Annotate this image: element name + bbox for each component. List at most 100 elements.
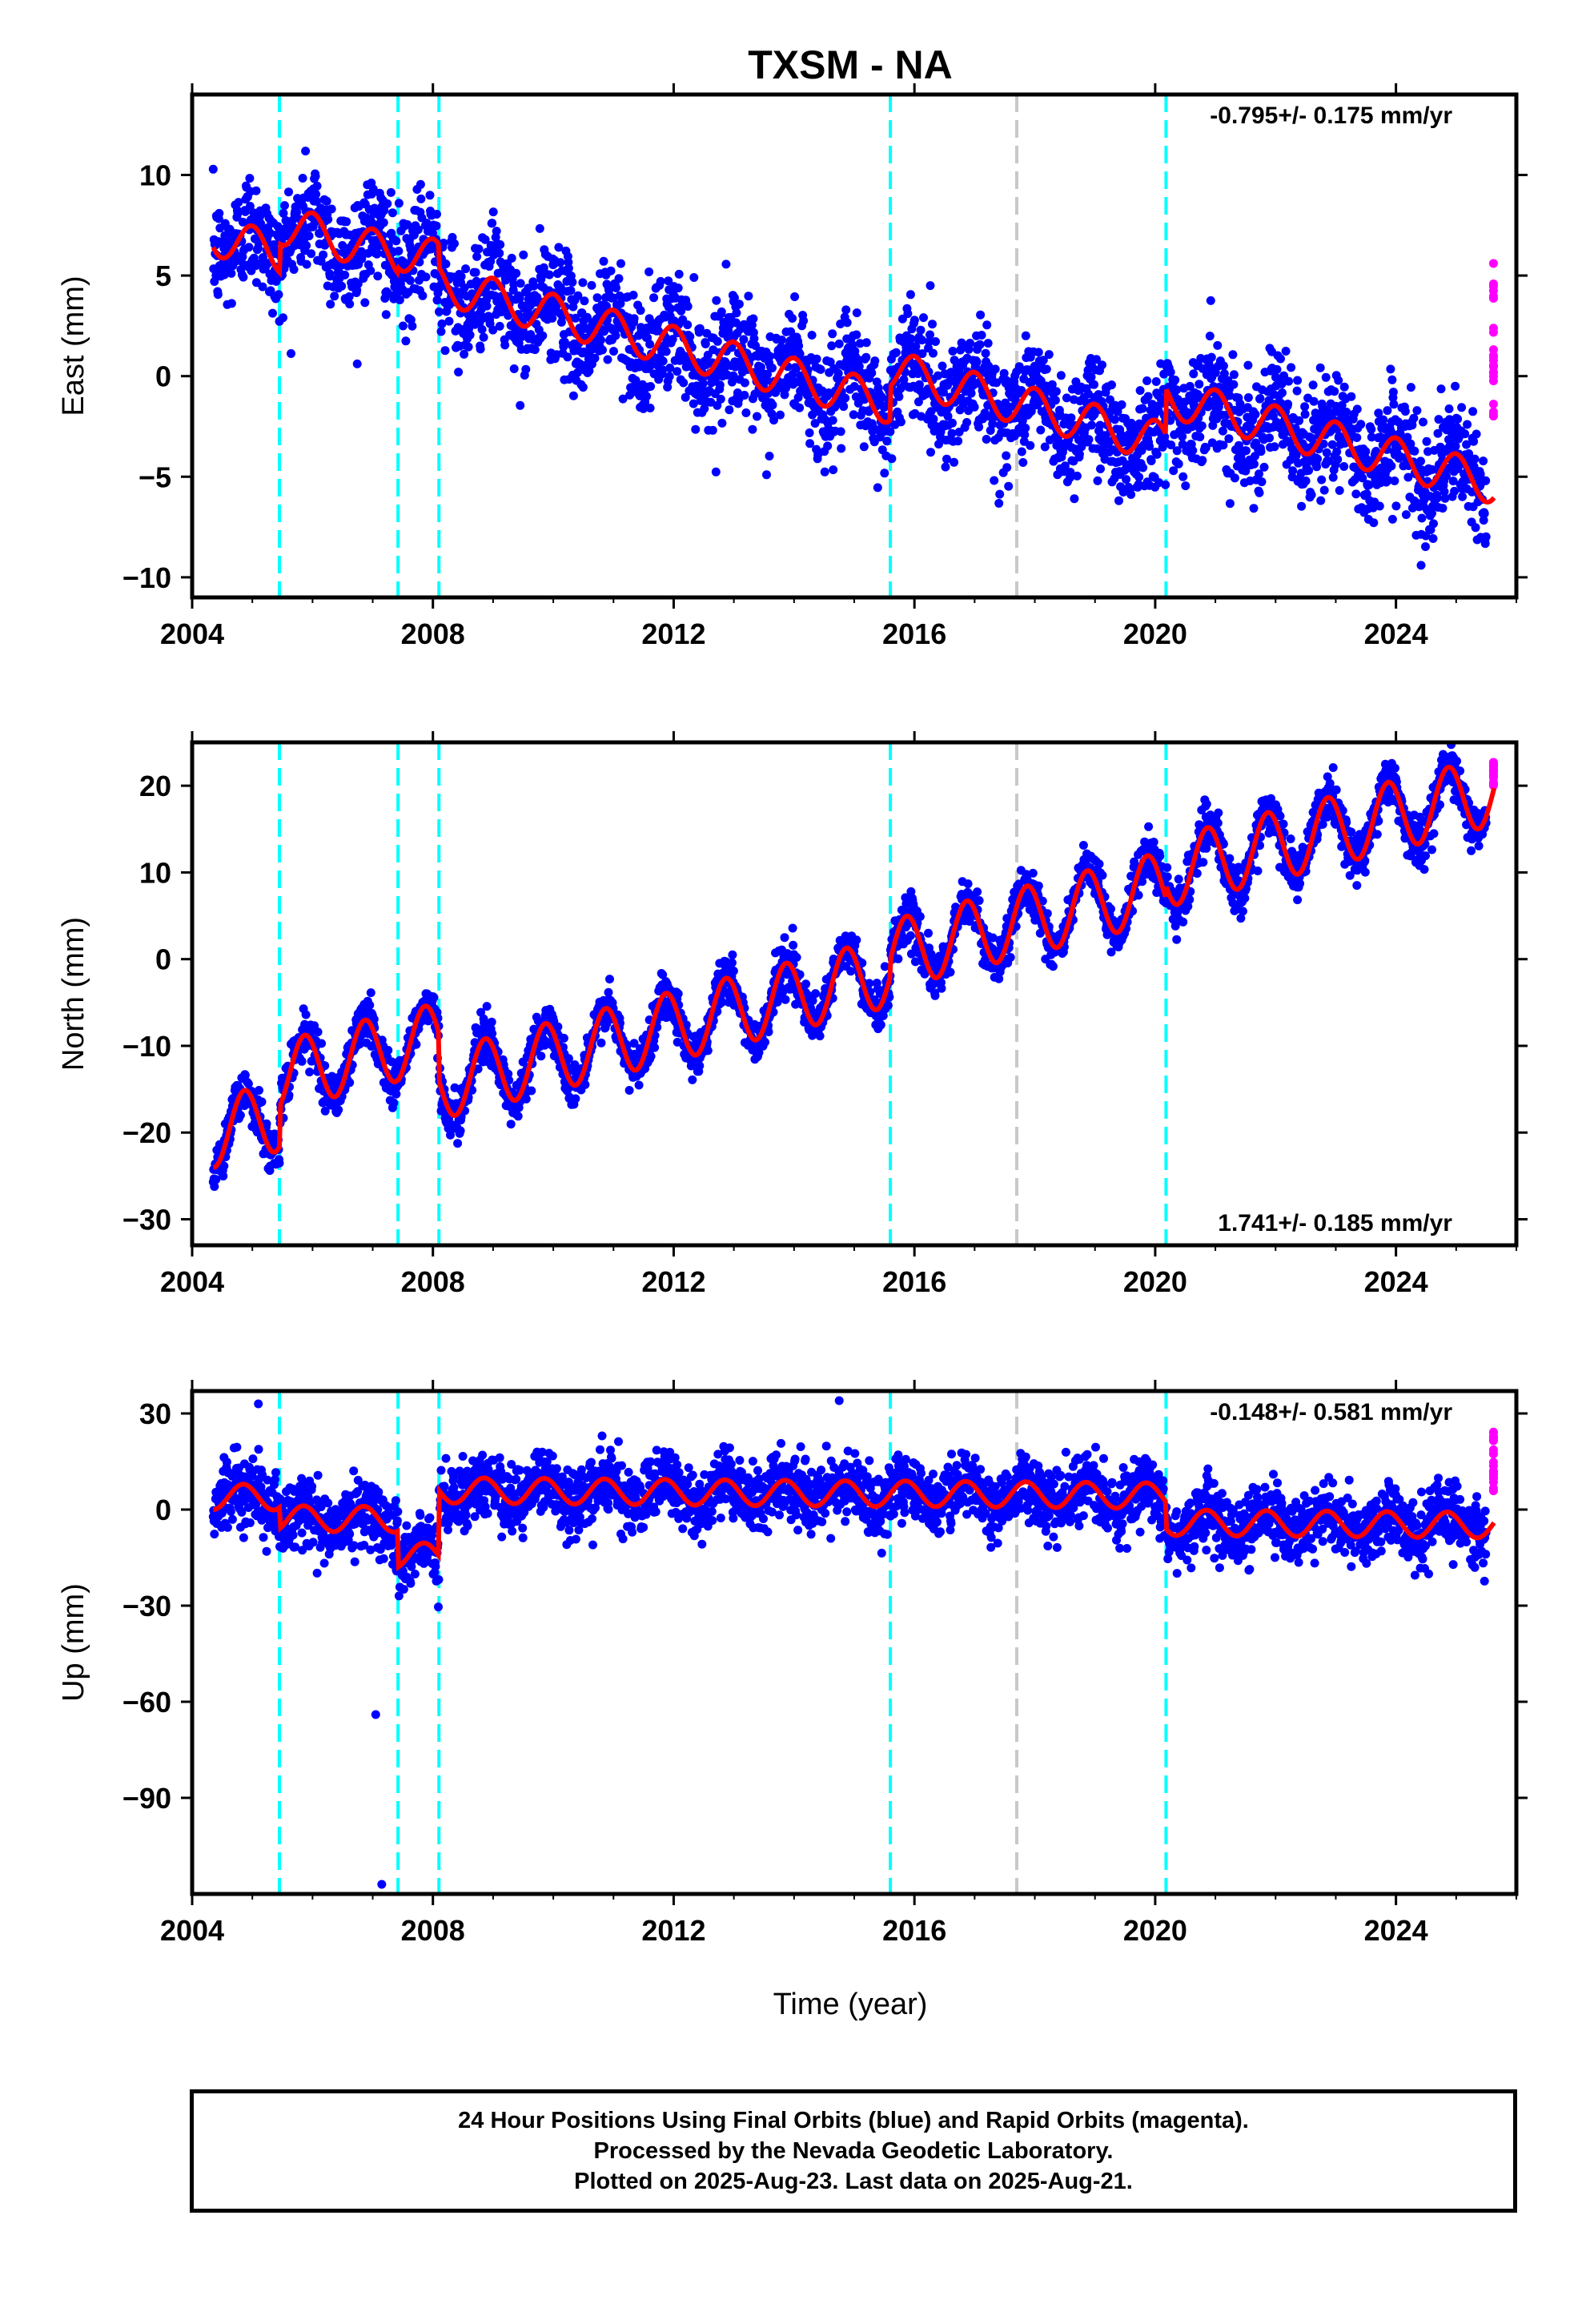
final-point — [683, 302, 693, 312]
final-point — [1480, 539, 1490, 549]
final-point — [942, 454, 951, 464]
final-point — [943, 412, 953, 421]
final-point — [408, 321, 417, 331]
final-point — [387, 208, 397, 218]
final-point — [1044, 350, 1054, 360]
final-point — [1219, 440, 1228, 450]
final-point — [1096, 464, 1105, 473]
final-point — [1324, 456, 1334, 466]
final-point — [966, 388, 976, 398]
final-point — [439, 239, 448, 247]
final-point — [1255, 394, 1265, 403]
final-point — [301, 147, 311, 156]
final-point — [1469, 436, 1479, 446]
final-point — [509, 279, 519, 289]
final-point — [506, 1120, 516, 1129]
final-point — [941, 462, 950, 472]
final-point — [649, 293, 659, 303]
rapid-point — [1488, 407, 1498, 416]
final-point — [1472, 429, 1481, 439]
final-point — [929, 348, 938, 358]
final-point — [731, 318, 741, 328]
final-point — [1198, 456, 1207, 465]
final-point — [1134, 472, 1144, 482]
final-point — [808, 996, 817, 1006]
final-point — [239, 272, 248, 282]
final-point — [1256, 447, 1266, 456]
final-point — [691, 424, 701, 434]
final-point — [327, 204, 336, 214]
final-point — [873, 483, 882, 493]
x-tick-label: 2008 — [401, 617, 465, 650]
rapid-point — [1488, 351, 1498, 360]
final-point — [412, 1039, 421, 1049]
final-point — [842, 318, 852, 328]
final-point — [646, 382, 656, 391]
final-point — [1146, 456, 1156, 465]
final-point — [1017, 386, 1026, 395]
final-point — [929, 414, 938, 424]
final-point — [465, 330, 475, 340]
final-point — [234, 198, 243, 207]
final-point — [395, 296, 404, 304]
final-point — [1066, 468, 1075, 477]
final-point — [919, 313, 928, 323]
final-point — [721, 259, 731, 269]
final-point — [792, 953, 801, 962]
final-point — [1450, 486, 1460, 496]
final-point — [1409, 413, 1419, 423]
final-point — [405, 275, 415, 285]
final-point — [1400, 407, 1410, 416]
final-point — [1122, 475, 1131, 485]
chart-title: TXSM - NA — [748, 42, 953, 87]
final-point — [281, 215, 291, 225]
final-point — [450, 239, 459, 248]
final-point — [841, 305, 851, 315]
final-point — [891, 348, 901, 357]
final-point — [1352, 433, 1362, 442]
y-tick-label: 0 — [155, 360, 171, 393]
final-point — [568, 277, 577, 287]
final-point — [515, 294, 524, 303]
final-point — [673, 367, 682, 376]
final-point — [729, 293, 739, 303]
final-point — [320, 1106, 330, 1116]
final-point — [1229, 370, 1239, 380]
final-point — [916, 325, 926, 335]
final-point — [1319, 439, 1328, 448]
final-point — [245, 174, 255, 183]
final-point — [564, 1054, 573, 1063]
final-point — [1439, 487, 1449, 497]
final-point — [700, 404, 709, 413]
final-point — [1047, 380, 1057, 389]
final-point — [1114, 496, 1123, 505]
final-point — [1451, 381, 1460, 391]
final-point — [1225, 499, 1235, 509]
final-point — [1126, 490, 1136, 499]
final-point — [962, 418, 972, 427]
final-point — [1205, 332, 1215, 341]
final-point — [1297, 501, 1307, 511]
final-point — [487, 1017, 496, 1027]
final-point — [614, 274, 624, 283]
final-point — [479, 332, 488, 342]
final-point — [386, 187, 396, 197]
final-point — [323, 215, 333, 224]
final-point — [1435, 442, 1445, 452]
final-point — [658, 365, 668, 375]
final-point — [425, 191, 435, 200]
final-point — [1457, 403, 1467, 412]
final-point — [1434, 415, 1443, 424]
final-point — [219, 1172, 228, 1181]
final-point — [1367, 424, 1376, 434]
final-point — [1351, 489, 1361, 499]
final-point — [401, 336, 411, 346]
final-point — [1460, 429, 1470, 439]
rapid-point — [1488, 279, 1498, 288]
final-point — [1471, 523, 1480, 533]
final-point — [813, 450, 823, 460]
final-point — [1387, 514, 1397, 524]
final-point — [909, 316, 919, 325]
final-point — [416, 179, 425, 189]
